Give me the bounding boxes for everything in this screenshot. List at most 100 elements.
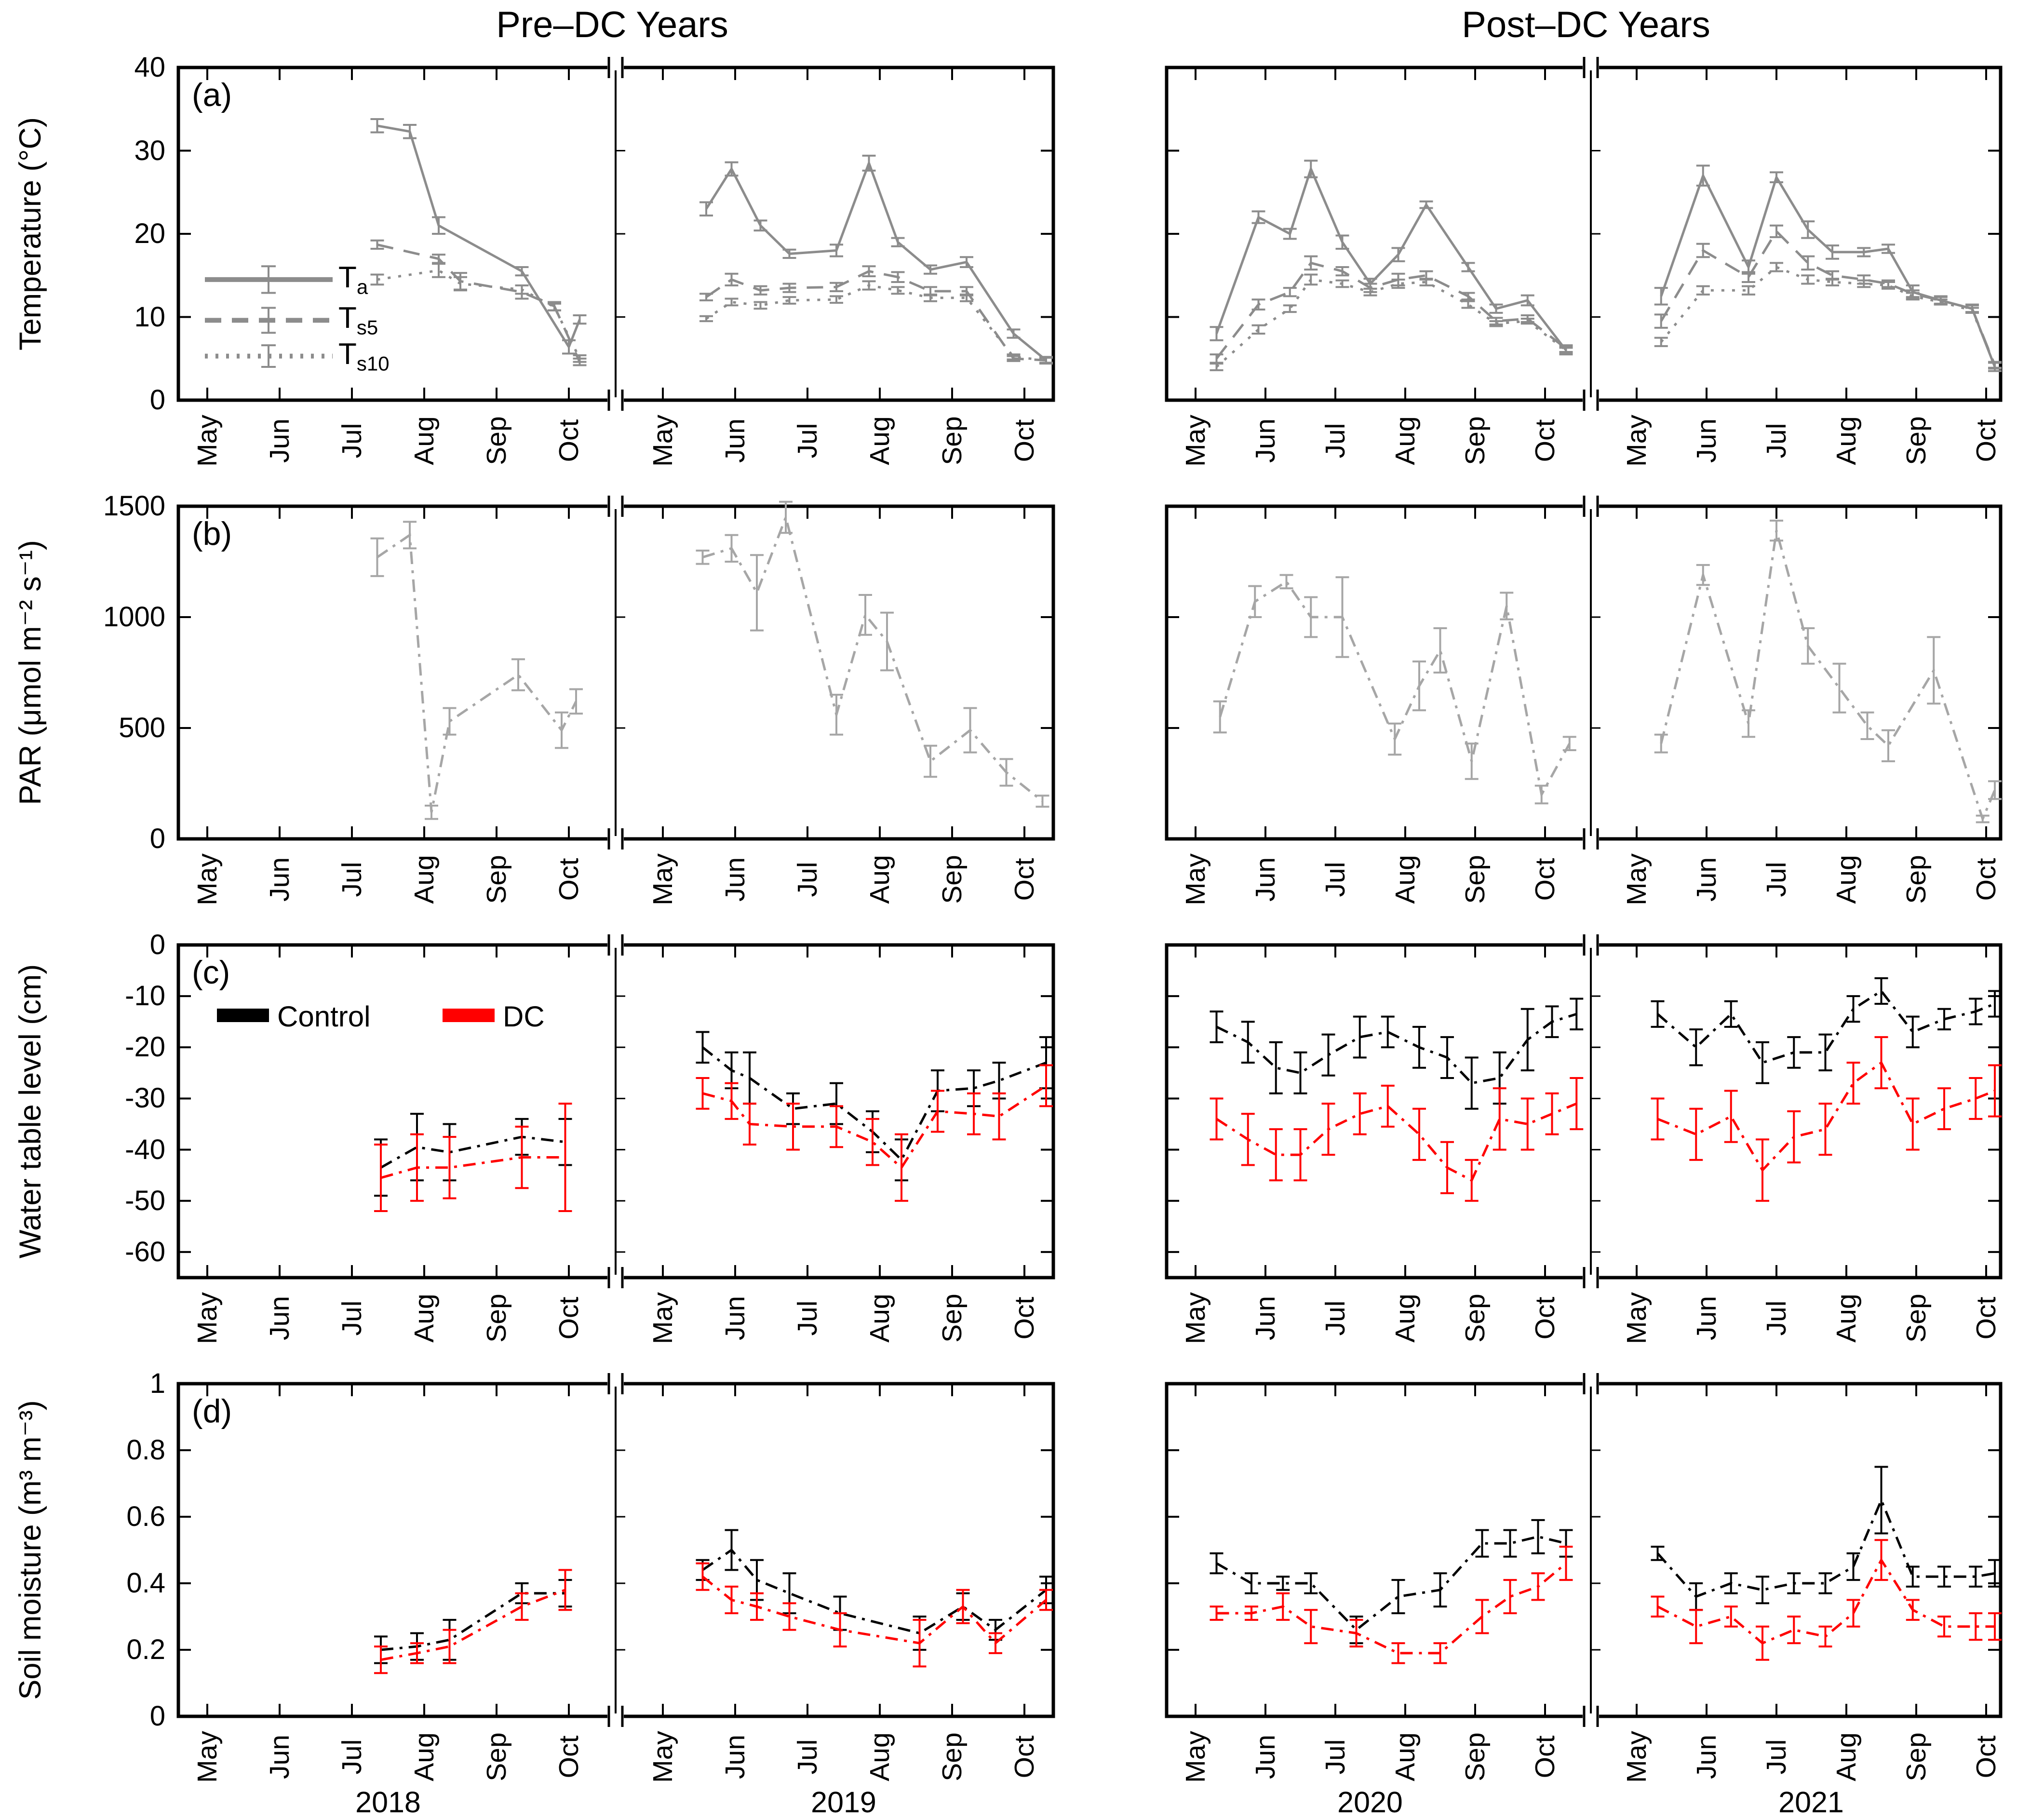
x-tick-label-month: May — [171, 844, 243, 915]
series-line-Ts5 — [1660, 229, 1996, 366]
month-text: Jul — [792, 1300, 823, 1336]
month-text: Oct — [1530, 1735, 1560, 1779]
x-tick-label-month: Jun — [1229, 405, 1302, 476]
y-axis-label-soil-moisture: Soil moisture (m³ m⁻³) — [13, 1400, 47, 1700]
x-tick-label-month: Jul — [1740, 1282, 1813, 1354]
month-text: Sep — [937, 416, 968, 465]
x-tick-label-month: May — [171, 1282, 243, 1354]
series-line-Control — [1656, 1496, 1995, 1598]
x-tick-label-month: Jun — [1670, 844, 1743, 915]
year-label-2018: 2018 — [355, 1786, 421, 1819]
y-tick-label: 0 — [149, 929, 165, 960]
x-tick-label-month: Oct — [1950, 844, 2017, 915]
x-tick-label-month: Jul — [1299, 1721, 1372, 1793]
x-tick-label-month: Jun — [243, 844, 316, 915]
month-text: Sep — [481, 1294, 512, 1343]
x-tick-label-month: Sep — [1880, 844, 1952, 915]
panel-box — [1165, 66, 2003, 402]
x-tick-label-month: Oct — [988, 844, 1061, 915]
y-axis-label-temperature: Temperature (°C) — [13, 117, 47, 351]
series-line-DC — [380, 1156, 565, 1179]
x-tick-label-month: May — [1600, 844, 1673, 915]
x-tick-label-month: Aug — [388, 1721, 460, 1793]
axis-break-gap — [607, 397, 624, 403]
month-text: Jun — [264, 1296, 295, 1340]
month-text: Sep — [481, 855, 512, 904]
axis-break-gap — [1583, 1713, 1599, 1719]
x-tick-label-month: Aug — [844, 1721, 916, 1793]
legend-dc-swatch — [443, 1009, 495, 1022]
month-text: Sep — [1901, 1294, 1932, 1343]
month-text: Oct — [1009, 419, 1040, 462]
x-tick-label-month: Aug — [1369, 1721, 1441, 1793]
month-text: Sep — [1460, 855, 1491, 904]
x-tick-label-month: Aug — [1810, 844, 1883, 915]
month-text: Aug — [1390, 416, 1421, 465]
series-line-Control — [380, 1135, 565, 1169]
x-tick-label-month: Jul — [771, 844, 844, 915]
series-line-Ts5 — [377, 243, 581, 363]
series-line-Control — [702, 1548, 1047, 1635]
month-text: Jul — [336, 1300, 367, 1336]
legend-ts10-sub: s10 — [356, 352, 390, 375]
x-tick-label-month: May — [627, 405, 699, 476]
month-text: Oct — [553, 858, 584, 901]
x-tick-label-month: Oct — [988, 1282, 1061, 1354]
y-tick-label: 1 — [149, 1368, 165, 1399]
month-text: Jun — [1250, 1296, 1281, 1340]
month-text: Oct — [553, 1296, 584, 1340]
x-tick-label-month: Jun — [243, 1282, 316, 1354]
x-tick-label-month: Jun — [1670, 1721, 1743, 1793]
month-text: May — [1621, 853, 1652, 905]
x-tick-label-month: Sep — [1880, 1721, 1952, 1793]
y-tick-label: 0.2 — [126, 1634, 165, 1665]
x-tick-label-month: Sep — [460, 1721, 533, 1793]
y-axis-label-water-table: Water table level (cm) — [13, 964, 47, 1259]
month-text: Aug — [864, 855, 895, 904]
month-text: Jun — [1250, 857, 1281, 902]
month-text: Aug — [409, 1732, 440, 1781]
month-text: Oct — [553, 1735, 584, 1779]
month-text: Jul — [792, 1739, 823, 1775]
series-line-DC — [702, 1084, 1047, 1170]
x-tick-label-month: Jun — [699, 1282, 771, 1354]
month-text: May — [192, 1292, 223, 1344]
series-line-DC — [380, 1589, 566, 1661]
x-tick-label-month: Oct — [988, 1721, 1061, 1793]
x-tick-label-month: Sep — [1880, 1282, 1952, 1354]
series-line-Control — [1656, 989, 1995, 1065]
x-tick-label-month: Jun — [1670, 1282, 1743, 1354]
series-line-PAR — [377, 533, 578, 813]
legend-ta-label: Ta — [338, 260, 368, 298]
x-tick-label-month: Jun — [1670, 405, 1743, 476]
month-text: May — [647, 1292, 678, 1344]
year-label-2019: 2019 — [811, 1786, 876, 1819]
month-text: Jul — [1320, 1300, 1351, 1336]
x-tick-label-month: Sep — [1439, 1282, 1511, 1354]
x-tick-label-month: Sep — [460, 1282, 533, 1354]
y-tick-label: 20 — [134, 218, 165, 249]
month-text: Aug — [1831, 1294, 1862, 1343]
x-tick-label-month: Aug — [388, 1282, 460, 1354]
series-line-Ts5 — [705, 270, 1047, 362]
month-text: Sep — [1901, 416, 1932, 465]
x-tick-label-month: Jul — [1740, 405, 1813, 476]
axis-break-gap — [607, 1381, 624, 1387]
month-text: Aug — [864, 1732, 895, 1781]
x-tick-label-month: Sep — [460, 405, 533, 476]
y-tick-label: 500 — [119, 712, 165, 743]
month-text: Jul — [1761, 1300, 1792, 1336]
y-tick-label: -50 — [125, 1185, 165, 1216]
series-line-PAR — [702, 513, 1044, 802]
legend-ta-main: T — [338, 261, 357, 294]
x-tick-label-month: Jul — [1740, 1721, 1813, 1793]
x-tick-label-month: Jun — [1229, 844, 1302, 915]
series-line-Ta — [705, 160, 1047, 362]
legend-ts5-main: T — [338, 301, 357, 335]
axis-break-gap — [1583, 1275, 1599, 1281]
axis-break-gap — [1583, 397, 1599, 403]
y-tick-label: -20 — [125, 1031, 165, 1063]
x-tick-label-month: Aug — [1369, 405, 1441, 476]
